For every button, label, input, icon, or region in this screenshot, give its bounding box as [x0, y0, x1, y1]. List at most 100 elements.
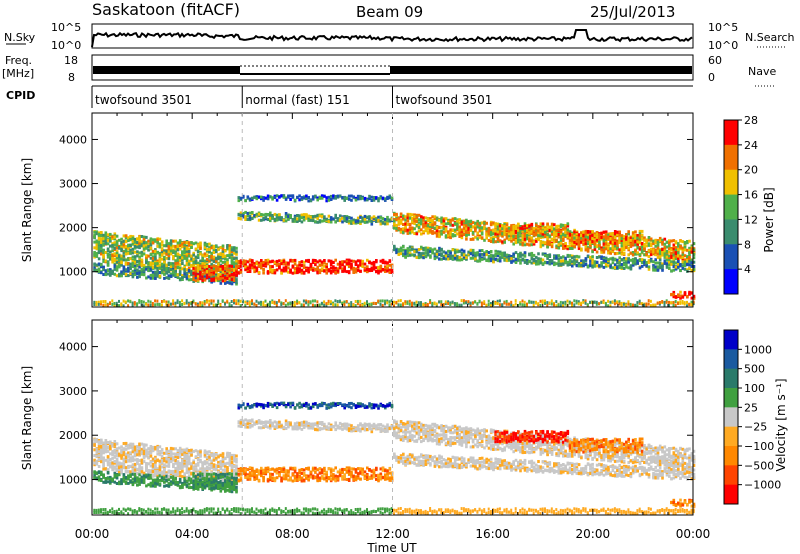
power-cell [622, 239, 626, 243]
power-cell [480, 252, 484, 256]
power-cell [665, 240, 669, 244]
power-cell [447, 249, 450, 253]
power-cell [201, 257, 204, 261]
power-cell [97, 246, 101, 250]
power-cell [451, 217, 455, 221]
power-cell [239, 264, 243, 268]
power-cell [302, 215, 306, 218]
power-cell [311, 303, 314, 307]
power-cell [462, 219, 466, 223]
nave-tick-bottom: 0 [708, 71, 715, 84]
power-cell [124, 262, 128, 266]
power-cell [415, 215, 419, 219]
power-cell [338, 266, 342, 270]
power-cell [546, 242, 549, 245]
power-cell [190, 269, 193, 273]
power-cell [156, 302, 159, 306]
power-cell [347, 194, 351, 198]
power-cell [591, 255, 594, 259]
power-cell [420, 303, 422, 307]
power-cell [557, 233, 561, 236]
power-cell [456, 257, 459, 261]
freq-label-unit: [MHz] [2, 67, 34, 80]
power-cell [571, 247, 574, 250]
power-cell [431, 248, 434, 252]
power-cell [196, 304, 199, 308]
power-cell [142, 235, 146, 239]
power-cell [627, 258, 630, 262]
power-cell [645, 264, 648, 268]
power-cell [230, 250, 234, 253]
power-cell [379, 259, 383, 263]
power-cell [379, 219, 383, 223]
power-cell [442, 254, 446, 258]
power-cell [260, 300, 262, 304]
power-cell [106, 238, 110, 242]
power-cell [523, 224, 527, 228]
power-cell [643, 242, 646, 246]
power-cell [221, 270, 225, 274]
power-cell [663, 249, 667, 253]
power-cell [217, 275, 220, 279]
power-cell [212, 264, 216, 268]
power-cell [550, 242, 554, 246]
power-cell [221, 299, 224, 303]
power-cell [575, 260, 579, 264]
power-cell [544, 227, 547, 231]
power-cell [494, 257, 497, 261]
power-cell [647, 249, 651, 253]
power-cell [546, 227, 549, 231]
power-cell [156, 241, 159, 245]
power-cell [178, 247, 182, 251]
power-cell [118, 274, 121, 278]
power-cell [580, 259, 583, 263]
power-cell [347, 303, 350, 307]
power-cell [435, 226, 439, 229]
power-cell [487, 259, 491, 263]
power-cell [584, 259, 588, 263]
power-cell [388, 219, 392, 223]
power-cell [595, 245, 599, 249]
power-cell [208, 275, 211, 279]
power-cell [269, 264, 272, 268]
power-cell [102, 251, 105, 255]
power-cell [230, 304, 233, 308]
power-cell [160, 262, 164, 266]
power-cell [221, 260, 225, 264]
power-cell [341, 220, 344, 224]
power-cell [289, 215, 292, 219]
power-cell [460, 299, 463, 303]
power-cell [196, 269, 200, 273]
power-cell [147, 268, 150, 272]
power-cell [438, 300, 441, 304]
power-cell [217, 266, 220, 269]
power-cell [327, 259, 331, 263]
power-cell [413, 301, 416, 305]
power-cell [208, 259, 211, 263]
power-cell [640, 242, 644, 245]
power-cell [553, 232, 556, 236]
power-cell [406, 213, 410, 217]
power-cell [429, 255, 432, 259]
power-cell [278, 217, 281, 221]
power-cell [494, 240, 497, 244]
power-cell [242, 194, 245, 198]
power-cell [97, 250, 101, 254]
power-cell [212, 274, 216, 278]
power-cell [501, 230, 504, 234]
power-cell [120, 242, 123, 246]
power-cell [429, 301, 432, 305]
power-cell [203, 265, 207, 269]
power-cell [381, 217, 385, 221]
power-cell [169, 249, 173, 253]
power-cell [271, 268, 274, 272]
power-cell [149, 243, 153, 247]
power-cell [604, 262, 608, 266]
power-cell [147, 243, 150, 247]
power-cell [366, 302, 368, 306]
power-cell [178, 263, 182, 267]
power-cell [478, 223, 482, 227]
power-cell [262, 303, 265, 307]
power-cell [541, 243, 545, 247]
power-cell [609, 304, 612, 308]
